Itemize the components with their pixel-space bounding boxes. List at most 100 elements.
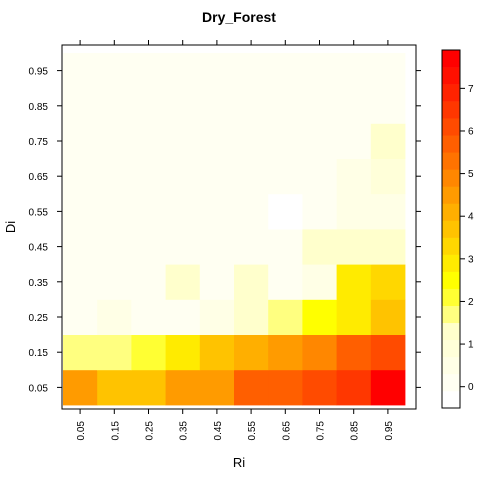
heatmap-cell [370,193,406,230]
colorbar-ticks: 0 1 2 3 4 5 6 7 [460,84,474,393]
heatmap-cell [370,299,406,335]
heatmap-cell [370,334,406,371]
heatmap-cell [336,158,372,195]
y-axis-ticks: 0.05 0.15 0.25 0.35 0.45 0.55 0.65 0.75 0.85 0.95 [29,67,421,394]
heatmap-cell [234,229,269,265]
heatmap-cell [302,53,337,89]
heatmap-cell [336,193,372,230]
heatmap-cell [336,299,372,335]
heatmap-cell [370,88,406,124]
x-axis-ticks: 0.05 0.15 0.25 0.35 0.45 0.55 0.65 0.75 0.85 0.95 [76,40,395,440]
heatmap-cell [165,88,201,124]
heatmap-cell [131,229,166,265]
heatmap-cell [370,158,406,195]
heatmap-cell [165,158,201,195]
colorbar-segment [442,322,460,341]
colorbar-segment [442,186,460,204]
heatmap-cell [63,334,98,371]
x-tick-label: 0.65 [281,421,292,441]
colorbar-segment [442,118,460,136]
y-tick-label: 0.95 [29,67,49,78]
heatmap-cell [165,299,201,335]
x-tick-label: 0.05 [76,421,87,441]
x-tick-label: 0.85 [350,421,361,441]
heatmap-cell [234,123,269,159]
heatmap-cell [268,193,303,230]
colorbar-segment [442,135,460,153]
y-axis-title: Di [3,221,18,233]
heatmap-cell [97,299,132,335]
heatmap-cell [302,158,337,195]
heatmap-cell [234,369,269,406]
colorbar-segment [442,101,460,119]
colorbar-segment [442,305,460,324]
heatmap-cell [97,53,132,89]
heatmap-cell [302,264,337,300]
heatmap-cell [370,123,406,159]
heatmap-cell [97,158,132,195]
heatmap-cell [370,53,406,89]
heatmap-cell [336,229,372,265]
heatmap-cell [131,53,166,89]
heatmap-cell [268,334,303,371]
y-tick-label: 0.35 [29,278,49,289]
heatmap-cell [97,88,132,124]
heatmap-cell [268,369,303,406]
chart-title: Dry_Forest [202,9,276,25]
heatmap-cell [63,88,98,124]
colorbar-tick-label: 0 [468,382,474,393]
colorbar-segment [442,152,460,170]
x-tick-label: 0.55 [247,421,258,441]
y-tick-label: 0.25 [29,313,49,324]
y-tick-label: 0.85 [29,102,49,113]
x-tick-label: 0.25 [145,421,156,441]
heatmap-cell [302,193,337,230]
colorbar-tick-label: 6 [468,126,474,137]
heatmap-cell [336,369,372,406]
heatmap-cell [302,369,337,406]
heatmap-cell [302,299,337,335]
heatmap-cell [97,334,132,371]
heatmap-cell [302,88,337,124]
colorbar-segment [442,237,460,255]
heatmap-cells [63,53,406,406]
x-tick-label: 0.75 [316,421,327,441]
heatmap-cell [336,334,372,371]
y-tick-label: 0.55 [29,207,49,218]
colorbar-frame [441,49,461,409]
colorbar-segment [442,84,460,102]
colorbar-tick-label: 2 [468,297,474,308]
x-axis-title: Ri [233,455,245,470]
heatmap-cell [131,369,166,406]
y-tick-label: 0.75 [29,137,49,148]
plot-frame [61,44,417,410]
heatmap-cell [268,264,303,300]
colorbar-tick-label: 1 [468,340,474,351]
heatmap-cell [268,123,303,159]
heatmap-cell [234,88,269,124]
colorbar-tick-label: 5 [468,169,474,180]
heatmap-cell [234,334,269,371]
colorbar-segment [442,288,460,307]
heatmap-cell [336,88,372,124]
heatmap-cell [199,88,235,124]
heatmap-cell [370,369,406,406]
heatmap-cell [63,123,98,159]
heatmap-cell [165,53,201,89]
heatmap-cell [268,299,303,335]
heatmap-cell [370,264,406,300]
colorbar-segment [442,373,460,392]
heatmap-cell [268,88,303,124]
heatmap-cell [63,264,98,300]
heatmap-cell [97,193,132,230]
heatmap-cell [370,229,406,265]
x-tick-label: 0.95 [384,421,395,441]
heatmap-cell [199,53,235,89]
y-tick-label: 0.65 [29,172,49,183]
heatmap-cell [131,299,166,335]
heatmap-cell [336,123,372,159]
colorbar-segment [442,271,460,289]
heatmap-cell [131,158,166,195]
heatmap-cell [234,158,269,195]
